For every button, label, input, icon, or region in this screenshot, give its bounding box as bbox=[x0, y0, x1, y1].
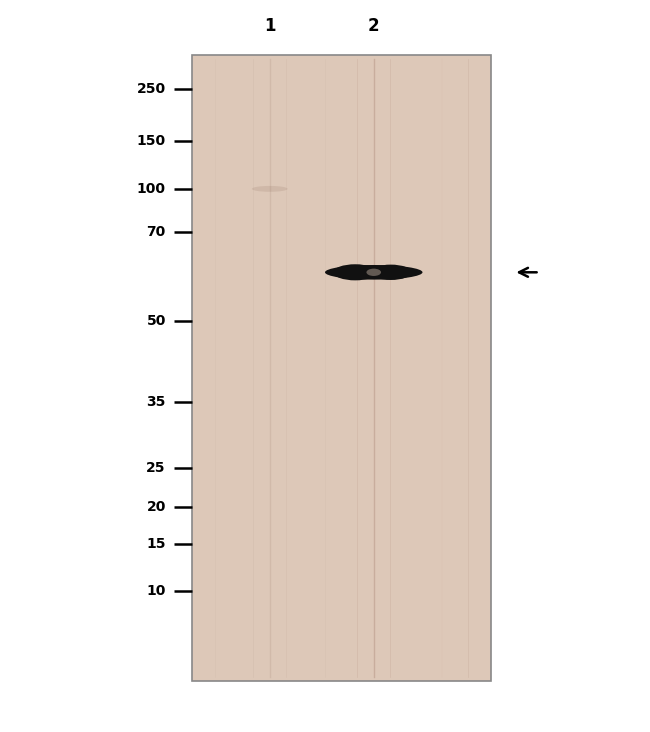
Text: 15: 15 bbox=[146, 537, 166, 551]
Text: 2: 2 bbox=[368, 17, 380, 34]
Text: 250: 250 bbox=[136, 82, 166, 97]
Text: 10: 10 bbox=[146, 584, 166, 599]
Text: 25: 25 bbox=[146, 461, 166, 476]
Text: 70: 70 bbox=[146, 225, 166, 239]
Ellipse shape bbox=[367, 269, 381, 276]
Bar bbox=[192, 55, 491, 681]
Text: 150: 150 bbox=[136, 133, 166, 148]
Text: 20: 20 bbox=[146, 499, 166, 514]
Ellipse shape bbox=[370, 264, 411, 280]
Text: 1: 1 bbox=[264, 17, 276, 34]
Ellipse shape bbox=[252, 186, 287, 192]
Text: 100: 100 bbox=[136, 182, 166, 196]
Ellipse shape bbox=[325, 265, 422, 280]
Text: 35: 35 bbox=[146, 395, 166, 409]
Ellipse shape bbox=[333, 264, 377, 280]
Text: 50: 50 bbox=[146, 313, 166, 328]
